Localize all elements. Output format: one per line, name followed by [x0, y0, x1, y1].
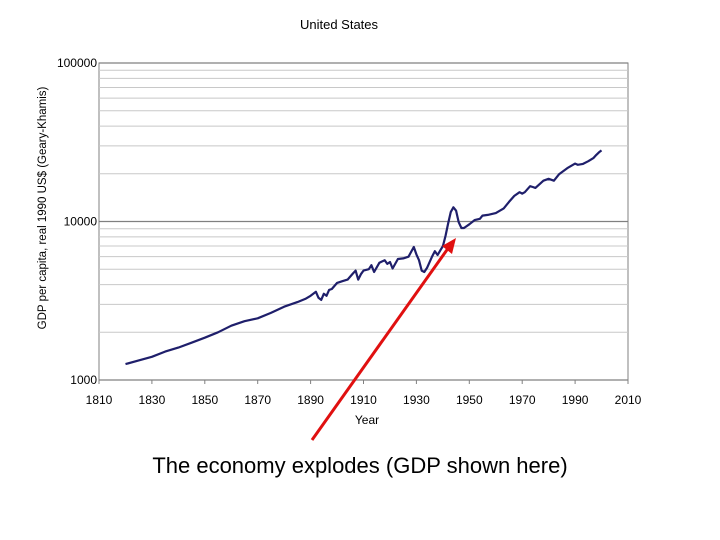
y-tick-labels: 1000 10000 100000 — [57, 56, 97, 387]
x-tick-label: 1970 — [509, 393, 536, 407]
x-tick-label: 1870 — [244, 393, 271, 407]
x-tick-label: 1990 — [562, 393, 589, 407]
slide-caption: The economy explodes (GDP shown here) — [152, 453, 568, 478]
y-axis-label: GDP per capita, real 1990 US$ (Geary-Kha… — [37, 86, 49, 329]
x-tick-label: 1890 — [297, 393, 324, 407]
x-axis-label: Year — [355, 413, 379, 427]
x-tick-label: 1950 — [456, 393, 483, 407]
x-tick-label: 1810 — [86, 393, 113, 407]
gdp-series-line — [125, 149, 603, 366]
grid-lines — [99, 62, 628, 381]
x-tick-label: 1910 — [350, 393, 377, 407]
y-tick-label: 10000 — [64, 215, 98, 229]
x-tick-label: 1930 — [403, 393, 430, 407]
arrow-head — [442, 238, 456, 254]
x-tick-label: 1850 — [191, 393, 218, 407]
x-tick-label: 1830 — [139, 393, 166, 407]
x-tick-labels: 1810 1830 1850 1870 1890 1910 1930 1950 1970 1990… — [86, 380, 642, 407]
x-tick-label: 2010 — [615, 393, 642, 407]
arrow-shaft — [310, 246, 451, 441]
annotation-arrow — [310, 238, 456, 441]
y-tick-label: 100000 — [57, 56, 97, 70]
chart-title: United States — [300, 17, 379, 32]
y-tick-label: 1000 — [70, 373, 97, 387]
